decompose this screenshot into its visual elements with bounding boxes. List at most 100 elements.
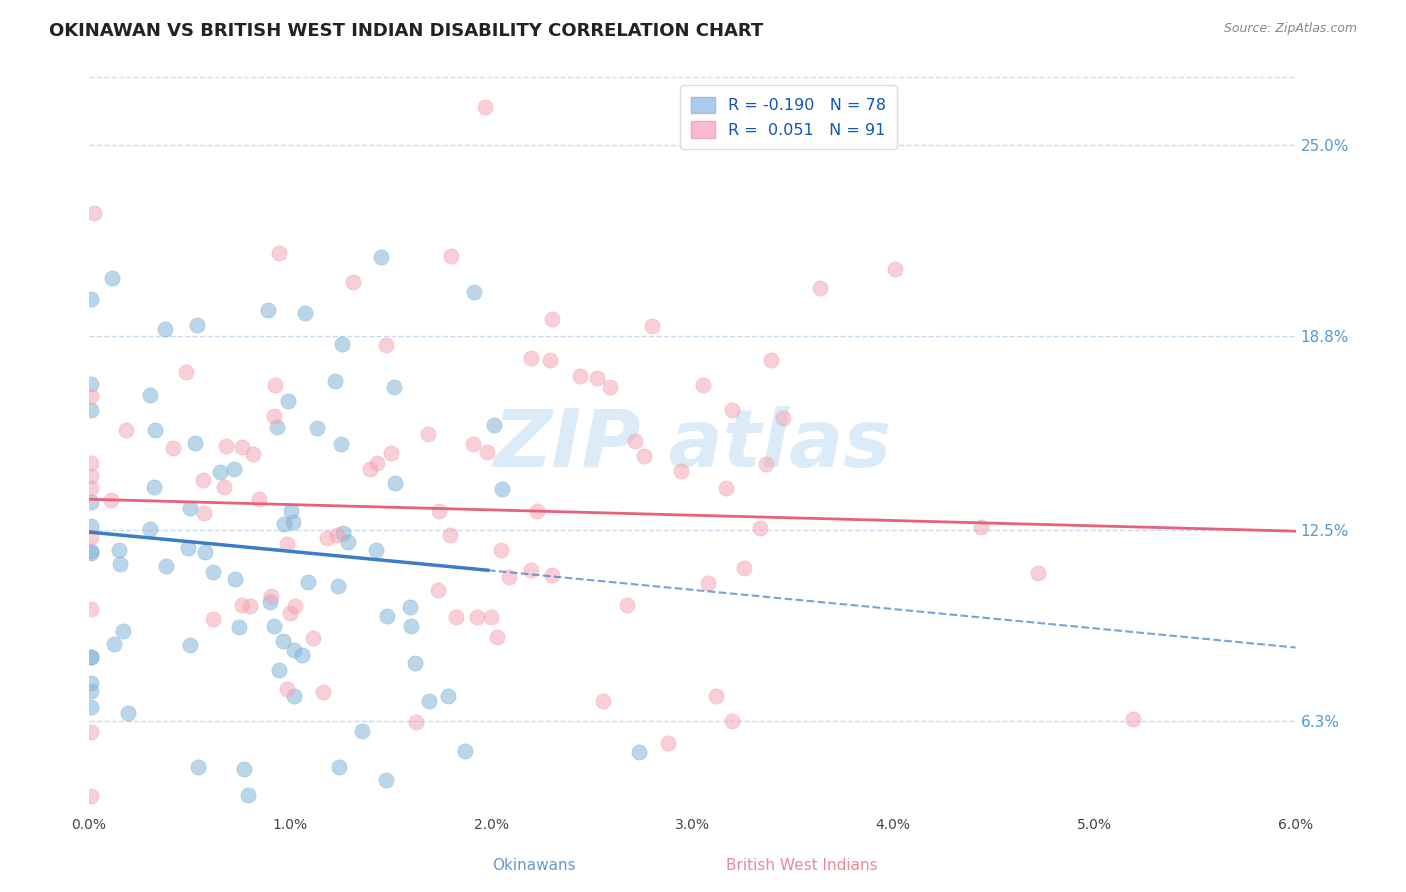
Point: [80, 292, 103, 306]
Point: [352, 724, 374, 739]
Point: [194, 544, 217, 558]
Point: [276, 537, 298, 551]
Point: [271, 634, 294, 648]
Point: [721, 403, 744, 417]
Point: [759, 353, 782, 368]
Point: [80, 518, 103, 533]
Point: [266, 420, 288, 434]
Text: OKINAWAN VS BRITISH WEST INDIAN DISABILITY CORRELATION CHART: OKINAWAN VS BRITISH WEST INDIAN DISABILI…: [49, 22, 763, 40]
Point: [328, 759, 350, 773]
Point: [538, 353, 561, 368]
Point: [569, 368, 592, 383]
Point: [283, 642, 305, 657]
Point: [330, 437, 353, 451]
Legend: R = -0.190   N = 78, R =  0.051   N = 91: R = -0.190 N = 78, R = 0.051 N = 91: [681, 86, 897, 149]
Point: [733, 561, 755, 575]
Point: [657, 735, 679, 749]
Point: [264, 378, 287, 392]
Point: [627, 745, 650, 759]
Point: [115, 423, 138, 437]
Point: [80, 675, 103, 690]
Point: [142, 479, 165, 493]
Point: [330, 337, 353, 351]
Point: [669, 464, 692, 478]
Point: [111, 624, 134, 639]
Point: [440, 249, 463, 263]
Point: [193, 474, 215, 488]
Point: [80, 602, 103, 616]
Point: [231, 440, 253, 454]
Point: [526, 504, 548, 518]
Text: ZIP atlas: ZIP atlas: [494, 407, 891, 484]
Point: [239, 599, 262, 613]
Point: [592, 694, 614, 708]
Point: [1028, 566, 1050, 581]
Point: [80, 683, 103, 698]
Point: [302, 631, 325, 645]
Point: [187, 759, 209, 773]
Point: [179, 638, 201, 652]
Point: [202, 565, 225, 579]
Point: [491, 542, 513, 557]
Point: [482, 417, 505, 432]
Point: [267, 663, 290, 677]
Point: [267, 246, 290, 260]
Point: [520, 351, 543, 365]
Point: [384, 476, 406, 491]
Point: [755, 458, 778, 472]
Point: [463, 285, 485, 299]
Point: [418, 693, 440, 707]
Point: [429, 504, 451, 518]
Point: [236, 789, 259, 803]
Point: [291, 648, 314, 662]
Point: [263, 619, 285, 633]
Point: [80, 789, 103, 804]
Text: British West Indians: British West Indians: [725, 858, 877, 872]
Point: [139, 523, 162, 537]
Point: [177, 541, 200, 556]
Point: [228, 620, 250, 634]
Point: [260, 589, 283, 603]
Point: [323, 374, 346, 388]
Point: [80, 456, 103, 470]
Point: [326, 579, 349, 593]
Point: [103, 637, 125, 651]
Point: [884, 261, 907, 276]
Point: [107, 542, 129, 557]
Point: [224, 572, 246, 586]
Point: [155, 559, 177, 574]
Point: [214, 439, 236, 453]
Point: [184, 435, 207, 450]
Point: [214, 480, 236, 494]
Point: [748, 521, 770, 535]
Point: [427, 583, 450, 598]
Point: [108, 557, 131, 571]
Point: [479, 610, 502, 624]
Point: [233, 762, 256, 776]
Point: [475, 445, 498, 459]
Point: [540, 568, 562, 582]
Point: [263, 409, 285, 423]
Point: [80, 389, 103, 403]
Point: [377, 609, 399, 624]
Point: [772, 410, 794, 425]
Point: [382, 380, 405, 394]
Point: [599, 380, 621, 394]
Point: [970, 519, 993, 533]
Point: [186, 318, 208, 332]
Point: [405, 715, 427, 730]
Point: [418, 427, 440, 442]
Point: [80, 482, 103, 496]
Point: [222, 462, 245, 476]
Point: [399, 619, 422, 633]
Point: [540, 312, 562, 326]
Point: [138, 388, 160, 402]
Point: [641, 318, 664, 333]
Point: [83, 206, 105, 220]
Point: [375, 772, 398, 787]
Point: [117, 706, 139, 720]
Point: [697, 575, 720, 590]
Point: [342, 276, 364, 290]
Point: [359, 462, 381, 476]
Point: [273, 516, 295, 531]
